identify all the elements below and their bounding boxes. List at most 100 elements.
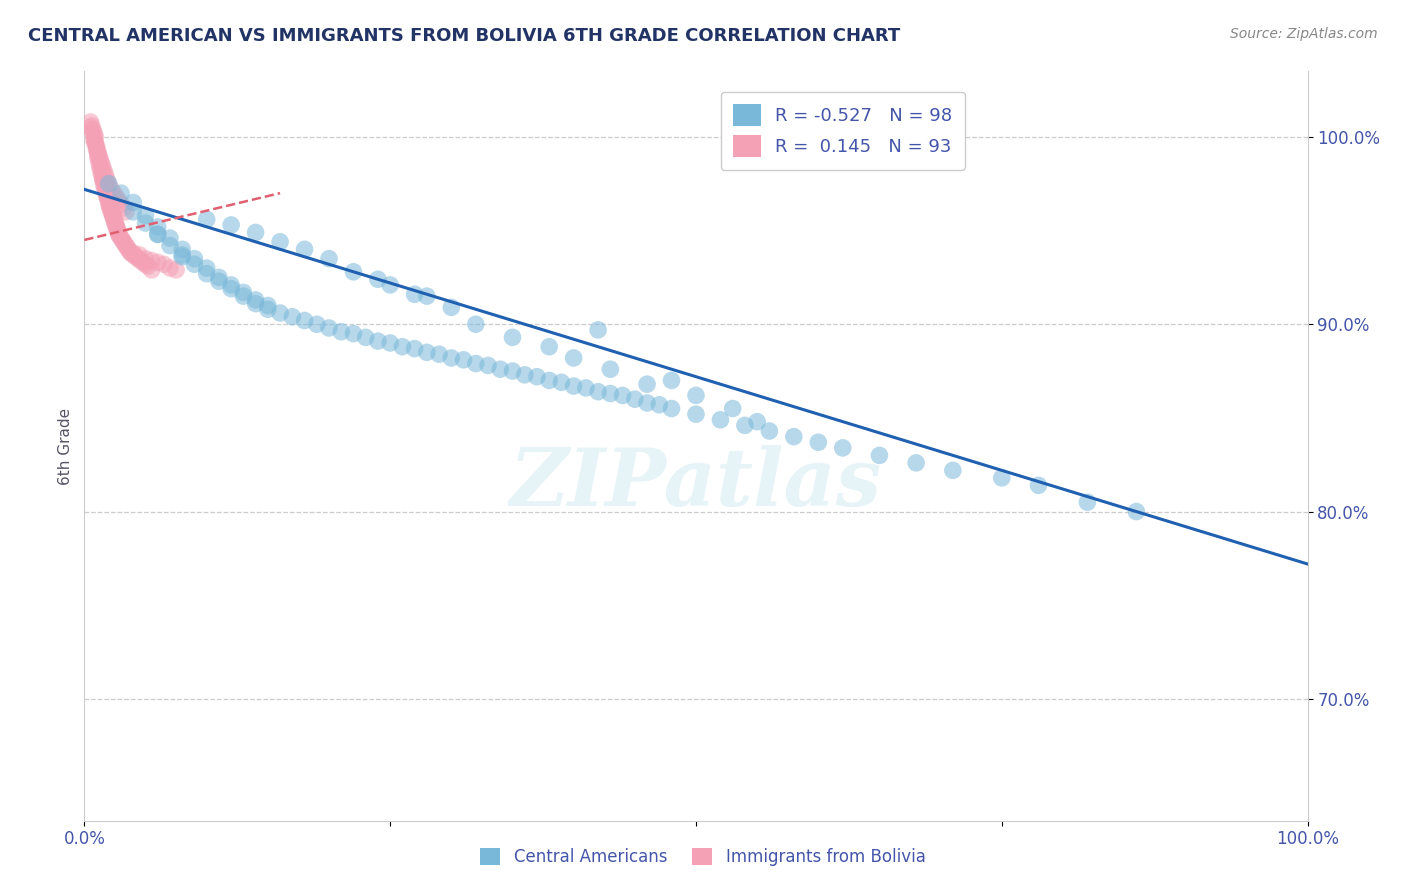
Point (159, 238, 181, 252)
Point (100, 182, 122, 196)
Point (526, 369, 548, 384)
Point (105, 224, 128, 238)
Point (91, 160, 114, 174)
Point (101, 207, 124, 221)
Point (103, 211, 125, 225)
Point (709, 413, 731, 427)
Point (146, 255, 169, 269)
Point (84, 137, 107, 152)
Point (87, 148, 110, 162)
Point (831, 441, 853, 455)
Point (269, 235, 291, 249)
Point (636, 396, 658, 410)
Point (807, 435, 830, 450)
Point (219, 282, 242, 296)
Point (183, 252, 205, 266)
Point (90, 156, 112, 170)
Point (96, 186, 118, 201)
Point (172, 250, 194, 264)
Point (103, 186, 125, 201)
Point (586, 384, 609, 399)
Point (89, 160, 111, 174)
Point (94, 168, 117, 182)
Point (90, 165, 112, 179)
Point (91, 171, 114, 186)
Point (93, 163, 115, 178)
Point (219, 218, 242, 232)
Point (115, 205, 138, 219)
Point (721, 401, 744, 416)
Point (502, 364, 524, 378)
Point (96, 171, 118, 186)
Point (342, 326, 364, 341)
Point (562, 379, 585, 393)
Point (136, 259, 159, 273)
Point (112, 201, 135, 215)
Point (141, 253, 163, 268)
Point (105, 190, 128, 204)
Point (599, 362, 621, 376)
Point (612, 388, 634, 402)
Point (97, 194, 120, 208)
Point (195, 267, 218, 281)
Point (661, 401, 683, 416)
Point (404, 287, 426, 301)
Point (141, 263, 163, 277)
Point (135, 216, 157, 230)
Legend: Central Americans, Immigrants from Bolivia: Central Americans, Immigrants from Boliv… (472, 840, 934, 875)
Point (103, 212, 125, 227)
Point (80, 119, 103, 133)
Point (82, 122, 104, 136)
Point (122, 248, 145, 262)
Point (98, 199, 121, 213)
Point (159, 231, 181, 245)
Point (83, 132, 105, 146)
Point (100, 205, 122, 219)
Point (747, 415, 769, 429)
Point (97, 175, 120, 189)
Point (107, 227, 129, 242)
Point (87, 153, 110, 167)
Point (108, 229, 131, 244)
Point (98, 201, 121, 215)
Point (208, 274, 231, 288)
Point (1076, 495, 1098, 509)
Point (404, 342, 426, 356)
Point (104, 216, 127, 230)
Point (991, 471, 1014, 485)
Point (636, 377, 658, 392)
Legend: R = -0.527   N = 98, R =  0.145   N = 93: R = -0.527 N = 98, R = 0.145 N = 93 (721, 92, 965, 170)
Point (110, 186, 132, 201)
Point (94, 180, 117, 194)
Point (89, 161, 111, 176)
Point (208, 270, 231, 285)
Point (1028, 478, 1050, 492)
Point (245, 296, 267, 310)
Point (416, 345, 439, 359)
Point (294, 313, 316, 327)
Point (685, 407, 707, 421)
Point (96, 188, 118, 202)
Point (464, 317, 486, 331)
Point (550, 376, 572, 390)
Point (489, 362, 512, 376)
Point (599, 386, 621, 401)
Point (513, 368, 536, 382)
Text: CENTRAL AMERICAN VS IMMIGRANTS FROM BOLIVIA 6TH GRADE CORRELATION CHART: CENTRAL AMERICAN VS IMMIGRANTS FROM BOLI… (28, 27, 900, 45)
Point (257, 302, 280, 317)
Point (586, 323, 609, 337)
Point (440, 301, 463, 315)
Point (172, 248, 194, 262)
Point (330, 325, 353, 339)
Point (97, 178, 120, 193)
Point (440, 351, 463, 365)
Point (342, 265, 364, 279)
Point (135, 252, 157, 266)
Point (734, 418, 756, 433)
Point (153, 257, 176, 271)
Point (90, 168, 112, 182)
Point (122, 195, 145, 210)
Point (219, 277, 242, 292)
Point (380, 335, 402, 350)
Point (183, 257, 205, 271)
